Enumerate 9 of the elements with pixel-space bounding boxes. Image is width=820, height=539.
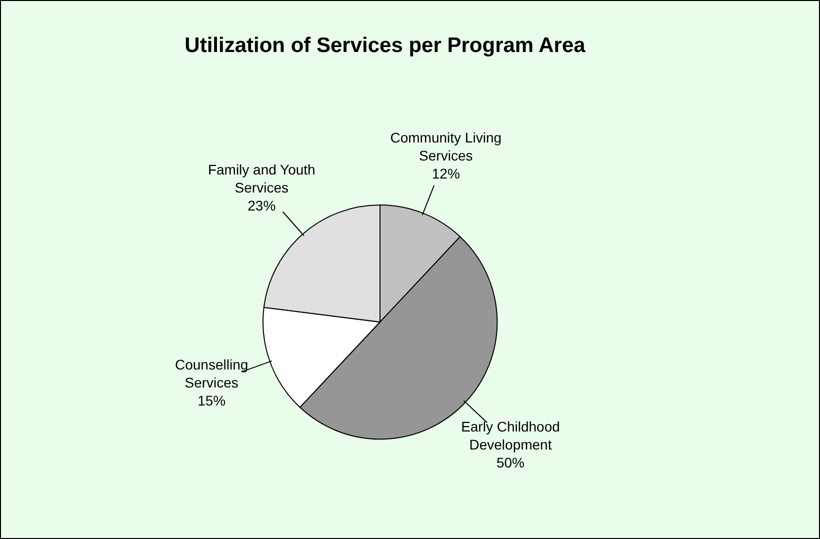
data-label: 15% xyxy=(198,392,226,409)
slice-label: Counselling Services xyxy=(174,356,248,391)
slice-label: Community Living Services xyxy=(390,130,502,164)
slice-label: Early Childhood Development xyxy=(461,418,560,453)
data-label: 50% xyxy=(496,454,524,471)
data-label: 12% xyxy=(432,166,460,182)
chart-title: Utilization of Services per Program Area xyxy=(184,34,586,57)
slice-label: Family and Youth Services xyxy=(208,162,316,196)
data-label: 23% xyxy=(248,198,276,214)
